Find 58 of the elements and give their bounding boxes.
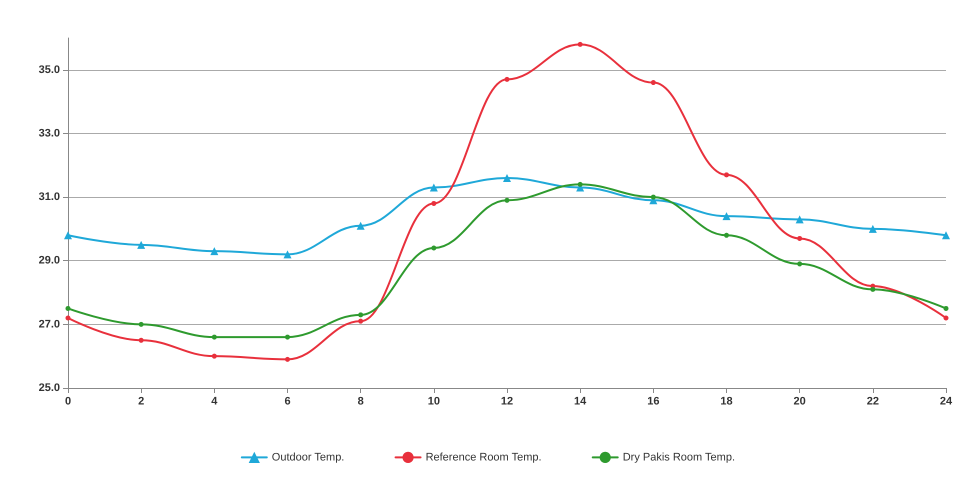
x-tick-label: 24 bbox=[940, 396, 953, 408]
legend-label: Outdoor Temp. bbox=[272, 451, 344, 464]
x-tick-label: 16 bbox=[647, 396, 660, 408]
point bbox=[284, 250, 292, 258]
point bbox=[212, 334, 217, 340]
y-tick-label: 29.0 bbox=[38, 254, 60, 267]
point bbox=[578, 42, 583, 47]
point bbox=[138, 338, 144, 343]
point bbox=[797, 236, 802, 241]
point bbox=[210, 247, 218, 256]
x-tick-label: 6 bbox=[284, 396, 291, 408]
point bbox=[66, 306, 70, 311]
point bbox=[724, 172, 729, 178]
point bbox=[358, 312, 364, 318]
y-tick-label: 31.0 bbox=[38, 191, 60, 204]
x-tick-label: 8 bbox=[358, 396, 364, 408]
point bbox=[66, 316, 70, 320]
point bbox=[504, 198, 510, 203]
point bbox=[944, 316, 948, 320]
point bbox=[64, 231, 72, 240]
y-tick-label: 25.0 bbox=[38, 382, 60, 394]
point bbox=[797, 261, 802, 266]
point bbox=[137, 240, 146, 249]
y-tick-label: 27.0 bbox=[38, 318, 60, 330]
legend-label: Reference Room Temp. bbox=[426, 451, 542, 464]
point bbox=[503, 174, 511, 182]
point bbox=[868, 224, 877, 233]
point bbox=[870, 286, 876, 292]
x-tick-label: 10 bbox=[428, 396, 440, 408]
point bbox=[724, 232, 729, 238]
x-tick-label: 20 bbox=[794, 396, 806, 408]
point bbox=[944, 306, 948, 311]
point bbox=[431, 246, 436, 250]
point bbox=[650, 194, 656, 200]
point bbox=[722, 212, 730, 220]
point bbox=[358, 318, 364, 324]
point bbox=[504, 76, 510, 82]
point bbox=[212, 354, 217, 359]
legend-label: Dry Pakis Room Temp. bbox=[622, 451, 736, 464]
x-tick-label: 22 bbox=[866, 396, 879, 408]
y-tick-label: 35.0 bbox=[38, 64, 60, 76]
x-tick-label: 2 bbox=[138, 396, 144, 408]
point bbox=[796, 215, 804, 224]
y-tick-label: 33.0 bbox=[38, 127, 60, 140]
x-tick-label: 18 bbox=[720, 396, 733, 408]
point bbox=[285, 356, 290, 362]
point bbox=[138, 322, 144, 327]
x-tick-label: 4 bbox=[211, 396, 218, 408]
point bbox=[431, 200, 436, 206]
point bbox=[285, 334, 290, 340]
point bbox=[430, 184, 438, 192]
point bbox=[942, 231, 950, 240]
x-tick-label: 14 bbox=[574, 396, 588, 408]
point bbox=[578, 182, 583, 187]
x-tick-label: 12 bbox=[500, 396, 514, 408]
point bbox=[650, 80, 656, 86]
x-tick-label: 0 bbox=[64, 396, 72, 408]
point bbox=[356, 222, 365, 230]
